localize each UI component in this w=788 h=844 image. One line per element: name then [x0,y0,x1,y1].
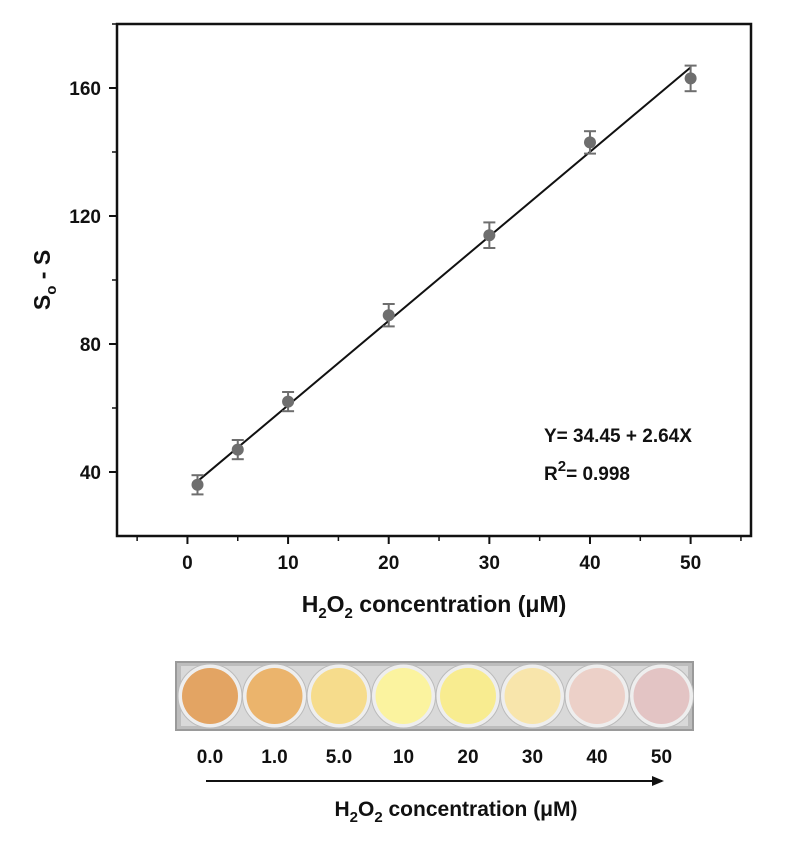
x-axis-title-h: H [302,591,319,617]
x-tick-label: 0 [182,553,193,574]
x-tick-label: 50 [680,553,701,574]
well-label: 0.0 [197,747,223,768]
x-tick-label: 10 [278,553,299,574]
plot-frame [115,22,753,538]
data-points [191,72,697,491]
x-axis-title-sub1: 2 [318,605,326,622]
x-tick-label: 30 [479,553,500,574]
data-point [684,72,697,85]
fit-equation: Y= 34.45 + 2.64X [544,426,692,447]
strip-axis-title: H2O2 concentration (μM) [334,798,577,826]
strip-axis-title-h: H [334,798,349,821]
well [242,663,307,729]
y-tick-label: 160 [69,79,101,100]
r-squared-sup: 2 [558,458,566,475]
well-labels: 0.0 1.0 5.0 10 20 30 40 50 [197,747,672,768]
y-axis-title-sub: o [43,286,60,295]
data-point [483,229,496,242]
r-squared-prefix: R [544,464,558,485]
well-label: 30 [522,747,543,768]
strip-axis-title-rest: concentration (μM) [383,798,578,821]
y-axis-title-main: S [29,295,55,310]
strip-axis-title-sub1: 2 [350,809,358,826]
wells [177,663,694,729]
data-point [282,395,295,408]
data-point [382,309,395,322]
r-squared-value: = 0.998 [566,464,630,485]
x-axis-tick-labels: 0 10 20 30 40 50 [182,553,701,574]
well-label: 1.0 [261,747,287,768]
y-tick-label: 40 [80,463,101,484]
x-axis-title: H2O2 concentration (μM) [302,591,567,622]
well [629,663,694,729]
y-axis-title: So - S [29,250,60,310]
x-axis-title-o: O [327,591,345,617]
y-tick-label: 80 [80,335,101,356]
well-label: 10 [393,747,414,768]
well [435,663,501,729]
y-tick-label: 120 [69,207,101,228]
x-tick-label: 20 [378,553,399,574]
well [564,663,630,729]
data-point [231,443,244,456]
x-axis-title-sub2: 2 [345,605,353,622]
well-label: 5.0 [326,747,352,768]
y-axis-title-rest: - S [29,250,55,286]
y-axis-tick-labels: 40 80 120 160 [69,79,101,484]
strip-axis-title-sub2: 2 [374,809,382,826]
data-point [191,478,204,491]
fit-line [196,66,692,483]
x-tick-label: 40 [579,553,600,574]
x-axis-ticks [136,536,742,544]
well-strip [175,661,694,731]
r-squared: R2= 0.998 [544,458,630,485]
data-point [583,136,596,149]
well-label: 40 [586,747,607,768]
strip-axis-title-o: O [358,798,374,821]
x-axis-title-rest: concentration (μM) [353,591,566,617]
well [371,663,436,729]
well-label: 20 [457,747,478,768]
well-label: 50 [651,747,672,768]
well [500,663,565,729]
well [177,663,243,729]
well [306,663,372,729]
y-axis-ticks [109,23,117,473]
